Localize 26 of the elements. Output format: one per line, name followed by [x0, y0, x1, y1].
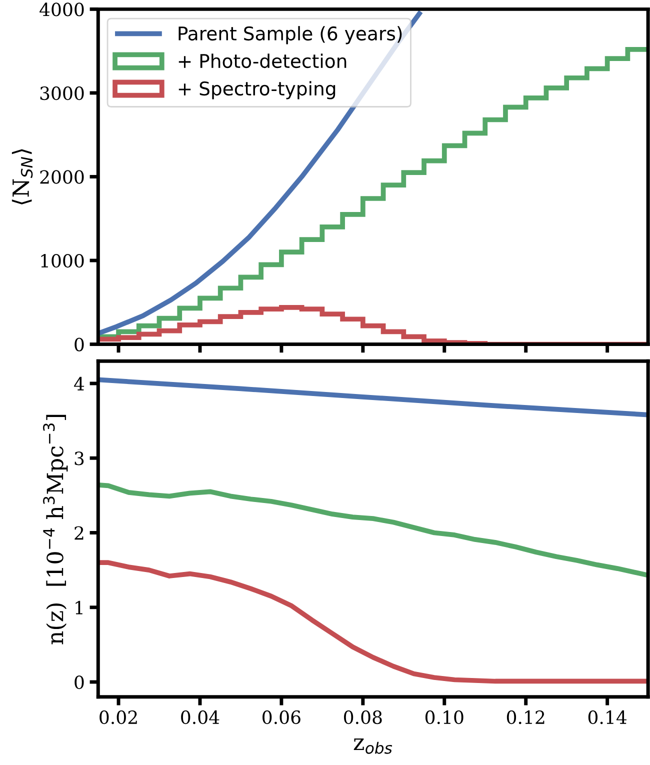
x-axis-title: z$_{obs}$ — [354, 738, 392, 754]
legend-label: + Photo-detection — [178, 54, 346, 68]
y-tick-label: 0 — [74, 338, 84, 352]
x-tick-label: 0.02 — [100, 710, 137, 724]
y-tick-label: 4 — [74, 376, 84, 390]
y-tick-label: 2 — [74, 526, 84, 540]
legend-label: + Spectro-typing — [178, 81, 336, 100]
y-tick-label: 1000 — [41, 254, 84, 268]
y-axis-title: n(z) [10$^{−4}$ h$^{3}$Mpc$^{−3}$] — [43, 414, 68, 644]
line-series — [98, 377, 648, 418]
y-tick-label: 1 — [76, 600, 82, 614]
x-tick-label: 0.14 — [588, 710, 627, 724]
y-tick-label: 3 — [74, 452, 84, 466]
y-tick-label: 4000 — [40, 2, 84, 16]
x-tick-label: 0.08 — [344, 710, 382, 724]
line-series — [98, 482, 648, 578]
x-tick-label: 0.12 — [506, 710, 544, 724]
y-axis-title: ⟨N$_{SN}$⟩ — [12, 149, 33, 204]
x-tick-label: 0.10 — [425, 710, 464, 724]
legend-label: Parent Sample (6 years) — [178, 26, 402, 44]
y-tick-label: 0 — [74, 675, 84, 690]
x-tick-label: 0.04 — [181, 710, 220, 724]
y-tick-label: 3000 — [40, 86, 84, 100]
line-series — [98, 560, 648, 684]
x-tick-label: 0.06 — [262, 710, 300, 724]
y-tick-label: 2000 — [40, 170, 84, 184]
